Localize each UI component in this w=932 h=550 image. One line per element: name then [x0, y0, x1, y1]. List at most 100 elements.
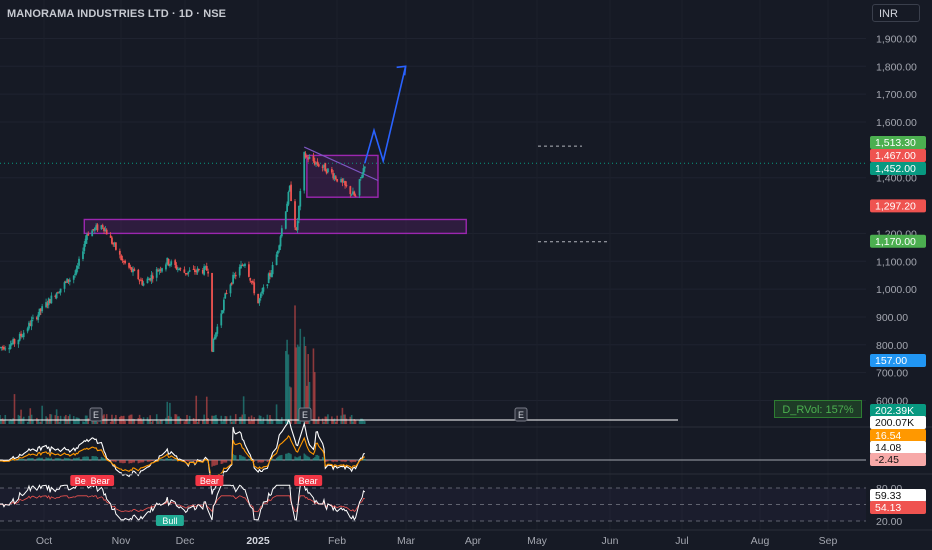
candle-body [286, 203, 289, 212]
volume-bar [78, 418, 80, 424]
volume-bar [284, 351, 287, 424]
volume-bar [159, 419, 162, 424]
volume-bar [124, 420, 126, 424]
price-tick-label: 900.00 [876, 312, 908, 324]
candle-body [114, 242, 117, 250]
candle-body [155, 269, 158, 278]
macd-histogram-bar [86, 456, 88, 461]
volume-bar [262, 417, 265, 424]
macd-histogram-bar [271, 458, 274, 461]
volume-bar [266, 414, 269, 424]
macd-histogram-bar [332, 460, 334, 463]
candle-body [259, 293, 262, 299]
earnings-marker: E [302, 410, 308, 420]
macd-histogram-bar [78, 457, 80, 461]
macd-histogram-bar [325, 460, 328, 462]
macd-histogram-bar [314, 457, 316, 461]
volume-bar [353, 419, 356, 424]
volume-bar [109, 421, 112, 424]
candle-body [149, 278, 152, 281]
macd-histogram-bar [102, 457, 104, 461]
earnings-marker-box [298, 407, 312, 422]
volume-bar [271, 420, 274, 424]
candle-body [225, 292, 228, 294]
zone-box [83, 218, 467, 235]
candle-body [269, 272, 271, 276]
candle-body [78, 258, 80, 266]
candle-body [299, 191, 302, 207]
macd-signal-tag: 16.54 [875, 430, 901, 442]
macd-histogram-bar [133, 460, 136, 463]
candle-body [271, 264, 274, 275]
macd-histogram-bar [289, 453, 291, 461]
candle-body [250, 281, 253, 283]
candle-body [59, 288, 62, 293]
macd-histogram-bar [350, 460, 353, 463]
volume-bar [92, 421, 95, 424]
macd-histogram-bar [315, 454, 317, 461]
volume-bar [342, 414, 345, 424]
volume-bar [141, 420, 144, 424]
candle-body [175, 265, 178, 270]
volume-bar [233, 421, 236, 424]
macd-histogram-bar [141, 460, 143, 463]
rsi-signal-label: Bull [162, 516, 177, 526]
volume-bar [142, 417, 145, 424]
macd-histogram-bar [137, 460, 139, 464]
candle-body [157, 270, 159, 272]
volume-bar [253, 417, 255, 424]
volume-bar [40, 421, 42, 424]
candle-body [229, 284, 232, 294]
candle-body [38, 308, 41, 316]
candle-body [103, 227, 105, 232]
price-tag: 1,170.00 [875, 236, 916, 248]
candle-body [132, 269, 134, 273]
macd-histogram-bar [296, 457, 299, 461]
macd-histogram-bar [298, 456, 300, 461]
volume-bar [112, 420, 115, 424]
candle-body [222, 299, 225, 311]
candle-body [304, 153, 307, 158]
rsi-signal-label: Bear [200, 476, 219, 486]
rsi-signal-box [195, 475, 224, 486]
candle-body [91, 230, 94, 237]
volume-bar [304, 345, 307, 424]
volume-bar [113, 417, 116, 424]
macd-histogram-bar [308, 457, 311, 461]
macd-histogram-bar [279, 455, 282, 461]
volume-bar [76, 417, 79, 424]
volume-bar [252, 419, 254, 424]
candle-body [133, 269, 136, 271]
candle-body [121, 258, 124, 261]
volume-bar [21, 418, 24, 424]
volume-bar [288, 386, 291, 424]
candle-body [195, 271, 198, 273]
macd-histogram-bar [186, 460, 188, 462]
volume-bar [17, 414, 20, 424]
candle-body [290, 184, 292, 202]
macd-histogram-bar [215, 460, 217, 466]
volume-bar [36, 417, 38, 424]
candle-body [361, 174, 364, 179]
volume-bar [29, 408, 32, 424]
volume-bar [148, 419, 150, 424]
macd-histogram-bar [306, 455, 308, 461]
candle-body [287, 191, 290, 205]
candle-body [128, 263, 130, 268]
volume-bar [69, 414, 71, 424]
candle-body [179, 268, 182, 270]
macd-histogram-bar [175, 459, 178, 461]
candle-body [178, 268, 181, 270]
candle-body [296, 221, 299, 231]
volume-bar [354, 419, 357, 424]
volume-bar [47, 419, 50, 424]
volume-bar [13, 394, 16, 424]
macd-histogram-bar [353, 460, 355, 462]
time-tick-label: Oct [36, 535, 52, 547]
candle-body [0, 347, 3, 349]
candle-body [18, 334, 21, 341]
candle-body [359, 176, 362, 179]
price-tick-label: 1,000.00 [876, 284, 917, 296]
currency-selector[interactable]: INR [872, 4, 920, 22]
